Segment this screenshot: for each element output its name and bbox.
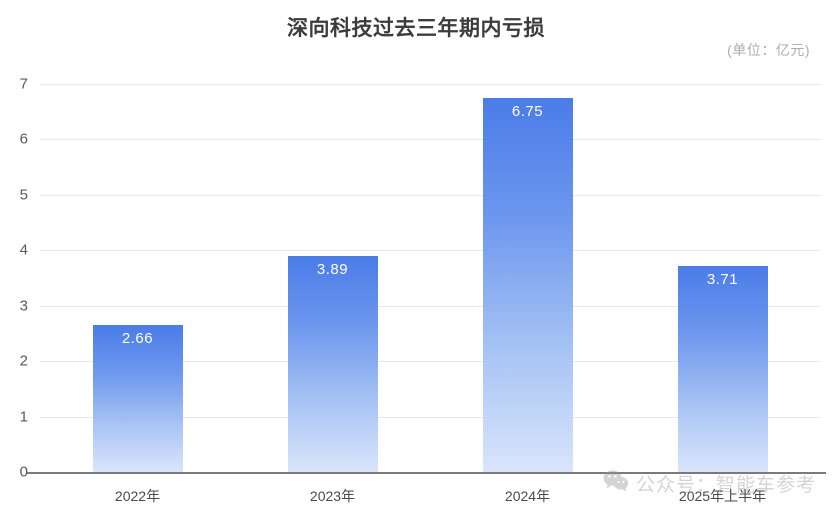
gridline xyxy=(40,361,820,363)
wechat-icon xyxy=(603,470,629,497)
x-axis-line xyxy=(26,472,826,474)
x-axis-tick-label: 2023年 xyxy=(309,488,356,504)
bar-value-label: 6.75 xyxy=(511,102,544,120)
y-axis-tick-label: 6 xyxy=(19,130,28,148)
bar-value-label: 2.66 xyxy=(121,329,154,347)
gridline xyxy=(40,416,820,418)
gridline xyxy=(40,194,820,196)
bar[interactable]: 3.71 xyxy=(677,266,768,472)
chart-unit-label: (单位：亿元) xyxy=(727,42,810,58)
x-axis-tick-label: 2022年 xyxy=(114,488,161,504)
gridline xyxy=(40,250,820,252)
y-axis-tick-label: 3 xyxy=(19,297,28,315)
y-axis-tick-label: 7 xyxy=(19,75,28,93)
x-axis-tick-label: 2024年 xyxy=(504,488,551,504)
bar[interactable]: 6.75 xyxy=(482,97,573,472)
y-axis-tick-label: 1 xyxy=(19,408,28,426)
y-axis-tick-label: 0 xyxy=(19,463,28,481)
chart-title: 深向科技过去三年期内亏损 xyxy=(287,17,545,40)
bar-value-label: 3.71 xyxy=(706,271,739,289)
bar[interactable]: 2.66 xyxy=(92,324,183,472)
y-axis-tick-label: 2 xyxy=(19,352,28,370)
y-axis-tick-label: 4 xyxy=(19,241,28,259)
bar[interactable]: 3.89 xyxy=(287,256,378,472)
plot-area: 2.66 3.89 6.75 3.71 xyxy=(40,84,820,472)
gridline xyxy=(40,84,820,85)
y-axis-tick-label: 5 xyxy=(19,186,28,204)
gridline xyxy=(40,305,820,307)
bar-value-label: 3.89 xyxy=(316,261,349,279)
gridline xyxy=(40,139,820,141)
x-axis-tick-label: 2025年上半年 xyxy=(678,488,767,504)
